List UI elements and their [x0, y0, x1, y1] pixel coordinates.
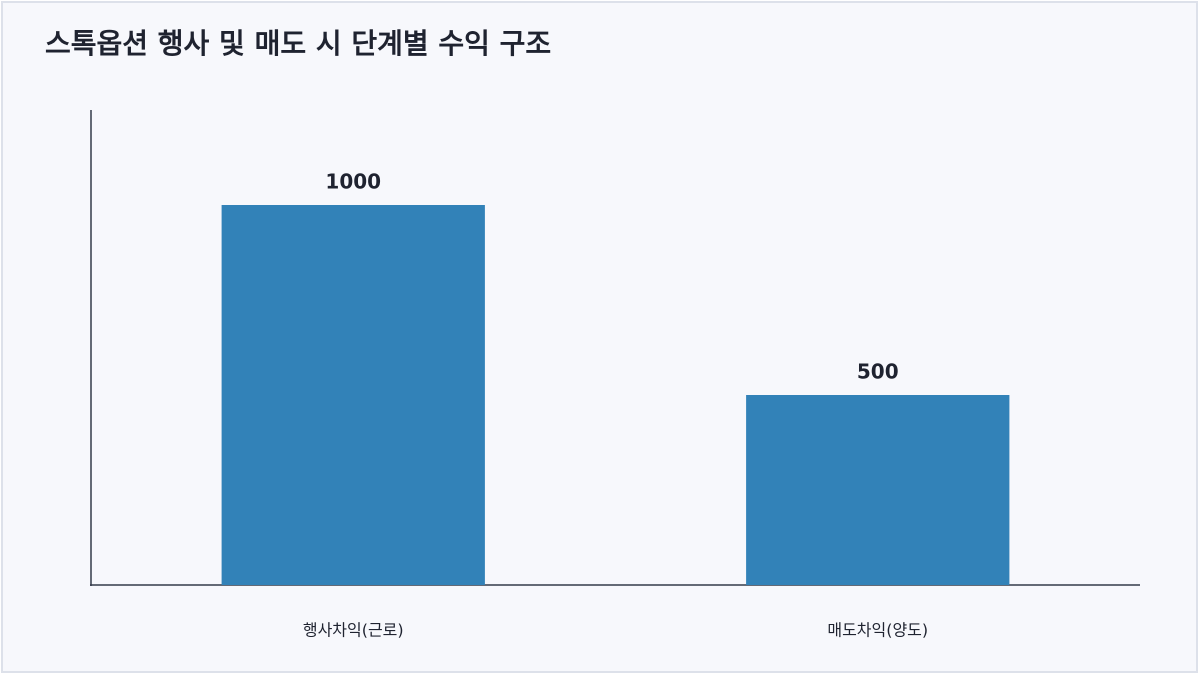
- value-label: 1000: [325, 170, 381, 194]
- bar: [746, 395, 1010, 585]
- bar: [221, 205, 485, 585]
- x-tick-label: 행사차익(근로): [303, 621, 404, 640]
- chart-title: 스톡옵션 행사 및 매도 시 단계별 수익 구조: [45, 27, 551, 60]
- value-label: 500: [857, 360, 899, 384]
- x-tick-label: 매도차익(양도): [827, 621, 928, 640]
